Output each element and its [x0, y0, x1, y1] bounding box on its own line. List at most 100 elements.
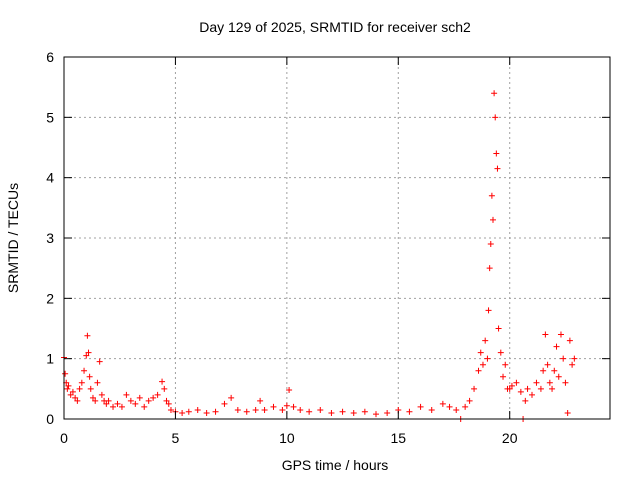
data-point [471, 385, 478, 392]
y-tick-label: 1 [46, 351, 54, 367]
data-point [96, 358, 103, 365]
data-point [494, 165, 501, 172]
data-point [118, 403, 125, 410]
data-point [252, 406, 259, 413]
data-point [497, 349, 504, 356]
data-point [406, 408, 413, 415]
data-point [555, 373, 562, 380]
ticks-layer: 0 1 2 3 4 5 6 0 5 10 15 20 [46, 49, 610, 446]
data-point [487, 241, 494, 248]
data-point [154, 391, 161, 398]
data-point [86, 373, 93, 380]
y-tick-label: 5 [46, 109, 54, 125]
data-point [491, 90, 498, 97]
data-point [328, 409, 335, 416]
data-point [306, 408, 313, 415]
points-layer [61, 90, 578, 422]
data-point [84, 332, 91, 339]
data-point [562, 379, 569, 386]
data-point [373, 411, 379, 418]
data-point [185, 408, 192, 415]
y-tick-label: 3 [46, 230, 54, 246]
data-point [261, 406, 268, 413]
data-point [551, 367, 558, 374]
data-point [500, 373, 507, 380]
x-tick-label: 5 [172, 430, 180, 446]
data-point [110, 403, 117, 410]
data-point [475, 367, 482, 374]
data-point [569, 361, 576, 368]
data-point [417, 403, 424, 410]
data-point [132, 400, 139, 407]
data-point [553, 343, 560, 350]
x-axis-label: GPS time / hours [282, 457, 389, 473]
y-tick-label: 2 [46, 290, 54, 306]
data-point [488, 192, 495, 199]
data-point [228, 394, 235, 401]
data-point [529, 391, 535, 398]
data-point [495, 325, 502, 332]
data-point [537, 385, 544, 392]
data-point [486, 265, 493, 272]
data-point [453, 406, 460, 413]
data-point [428, 406, 435, 413]
data-point [94, 379, 101, 386]
data-point [361, 408, 368, 415]
data-point [257, 397, 264, 404]
data-point [517, 388, 524, 395]
data-point [165, 400, 172, 407]
data-point [243, 408, 250, 415]
x-tick-label: 15 [390, 430, 406, 446]
data-point [83, 352, 90, 359]
x-tick-label: 0 [60, 430, 68, 446]
data-point [159, 378, 166, 385]
data-point [566, 337, 573, 344]
data-point [161, 385, 168, 392]
data-point [439, 400, 446, 407]
data-point [136, 394, 143, 401]
data-point [212, 408, 219, 415]
data-point [286, 387, 293, 394]
data-point [502, 361, 509, 368]
data-point [67, 391, 74, 398]
data-point [571, 355, 578, 362]
data-point [544, 361, 551, 368]
data-point [564, 409, 571, 416]
data-point [150, 394, 157, 401]
data-point [557, 331, 564, 338]
data-point [76, 385, 83, 392]
data-point [270, 403, 277, 410]
data-point [64, 385, 71, 392]
data-point [145, 397, 152, 404]
data-point [339, 408, 346, 415]
data-point [462, 403, 469, 410]
data-point [466, 397, 473, 404]
data-point [89, 394, 96, 401]
data-point [524, 385, 531, 392]
data-point [62, 370, 69, 377]
data-point [98, 391, 105, 398]
data-point [279, 406, 286, 413]
data-point [290, 403, 297, 410]
data-point [522, 397, 529, 404]
data-point [479, 361, 486, 368]
data-point [317, 406, 324, 413]
data-point [78, 379, 85, 386]
grid-layer [64, 57, 610, 419]
data-point [546, 379, 553, 386]
data-point [72, 394, 79, 401]
data-point [542, 331, 549, 338]
data-point [508, 382, 515, 389]
data-point [493, 150, 500, 157]
data-point [163, 397, 170, 404]
data-point [194, 406, 201, 413]
data-point [484, 355, 491, 362]
data-point [69, 388, 76, 395]
x-tick-label: 20 [502, 430, 518, 446]
data-point [506, 385, 513, 392]
data-point [490, 216, 496, 223]
data-point [283, 402, 290, 409]
x-tick-label: 10 [279, 430, 295, 446]
